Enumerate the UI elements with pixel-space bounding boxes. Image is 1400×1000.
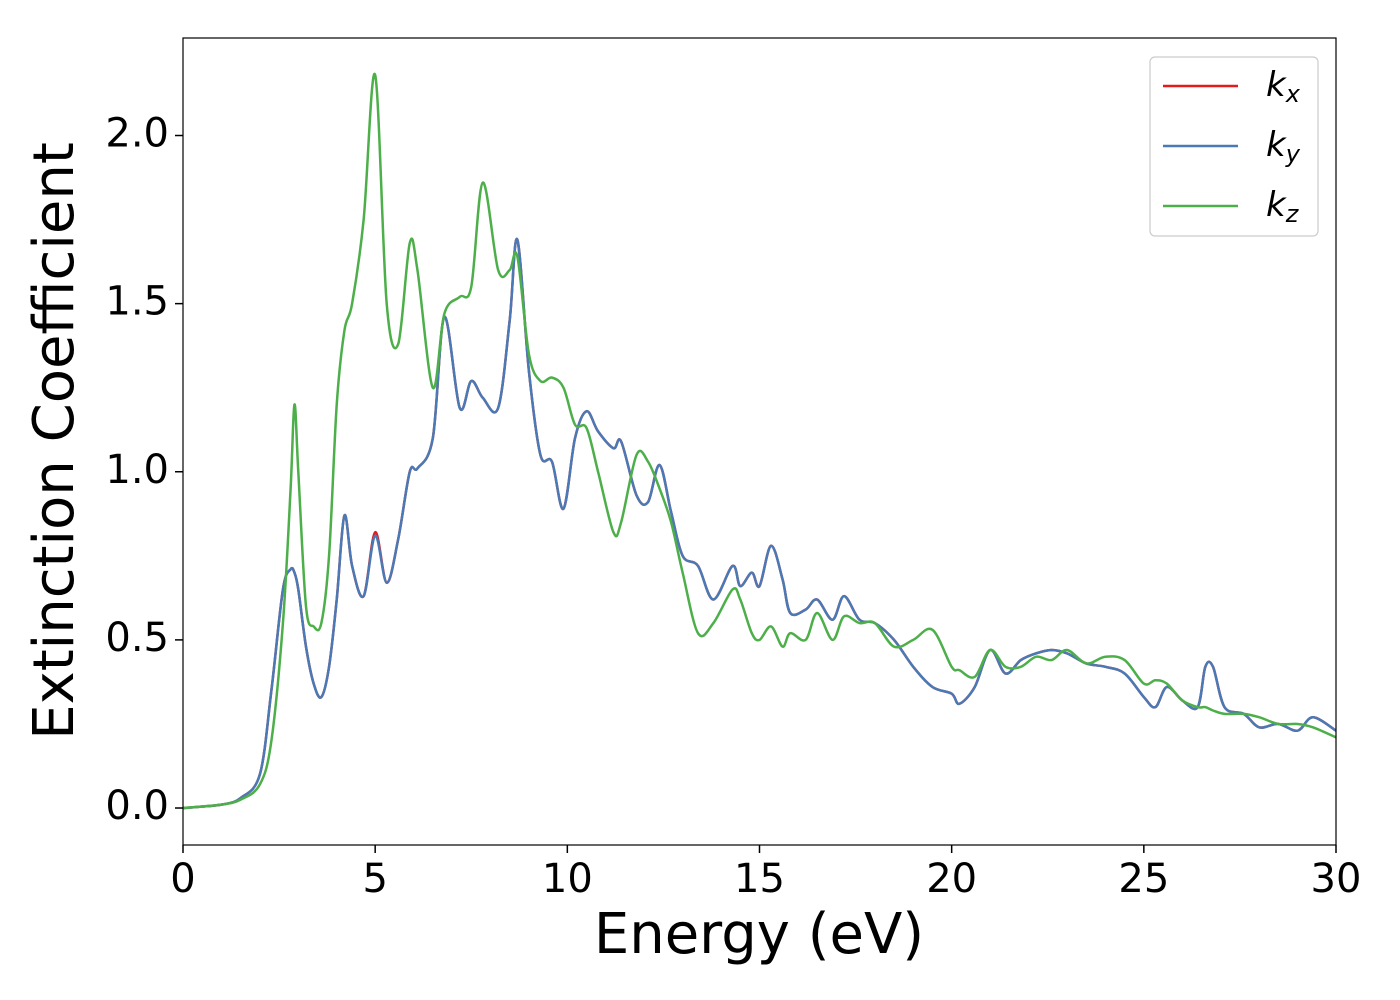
y-tick-label: 2.0 bbox=[105, 111, 169, 157]
x-tick-label: 10 bbox=[542, 856, 593, 902]
legend-label: kx bbox=[1266, 65, 1301, 109]
y-tick-label: 1.0 bbox=[105, 447, 169, 493]
legend-label: ky bbox=[1266, 125, 1301, 169]
x-tick-label: 30 bbox=[1311, 856, 1362, 902]
x-tick-label: 25 bbox=[1118, 856, 1169, 902]
x-tick-label: 0 bbox=[170, 856, 195, 902]
x-axis-label: Energy (eV) bbox=[594, 902, 924, 967]
y-axis-label: Extinction Coefficient bbox=[22, 142, 87, 740]
series-line bbox=[183, 237, 1336, 810]
series-line bbox=[183, 237, 1336, 810]
y-tick-label: 0.0 bbox=[105, 783, 169, 829]
series-line bbox=[183, 72, 1336, 810]
legend-label: kz bbox=[1266, 185, 1300, 229]
plot-frame bbox=[182, 37, 1337, 846]
x-tick-label: 5 bbox=[362, 856, 387, 902]
x-tick-label: 15 bbox=[734, 856, 785, 902]
y-tick-label: 1.5 bbox=[105, 279, 169, 325]
y-tick-label: 0.5 bbox=[105, 615, 169, 661]
x-tick-label: 20 bbox=[926, 856, 977, 902]
